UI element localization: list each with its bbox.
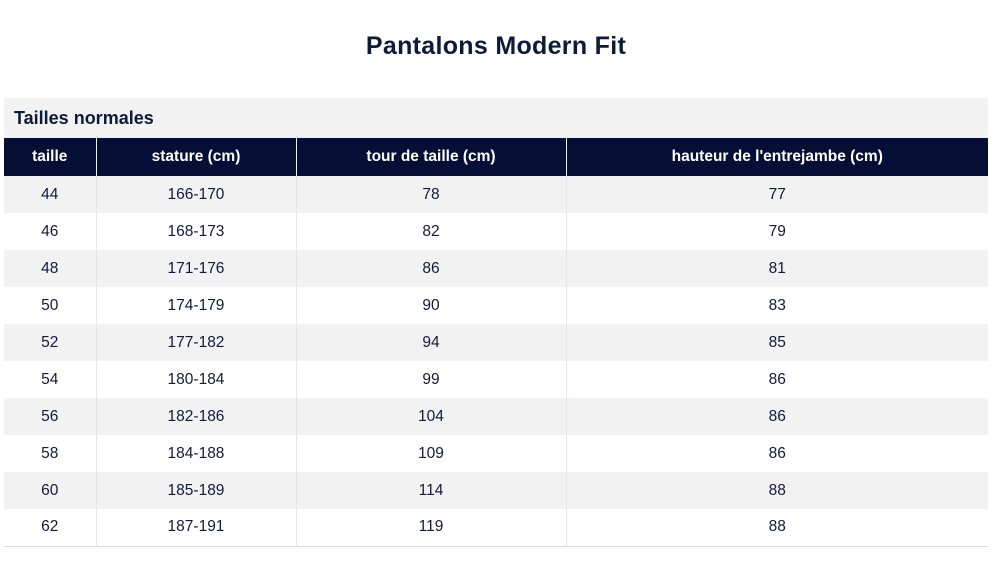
section-heading: Tailles normales: [4, 98, 988, 138]
cell-tour-de-taille: 119: [295, 509, 566, 546]
cell-stature: 168-173: [95, 213, 296, 250]
cell-stature: 182-186: [95, 398, 296, 435]
cell-entrejambe: 88: [565, 509, 988, 546]
cell-entrejambe: 86: [565, 361, 988, 398]
cell-taille: 56: [41, 407, 59, 425]
cell-taille: 48: [41, 259, 59, 277]
cell-tour-de-taille: 90: [295, 287, 566, 324]
table-row: 58 184-188 109 86: [4, 435, 988, 472]
cell-entrejambe: 86: [565, 398, 988, 435]
column-header-tour-de-taille: tour de taille (cm): [295, 138, 566, 176]
cell-stature: 171-176: [95, 250, 296, 287]
cell-tour-de-taille: 78: [295, 176, 566, 213]
header-row: taille stature (cm) tour de taille (cm) hau…: [4, 138, 988, 176]
page-title: Pantalons Modern Fit: [365, 32, 627, 60]
table-row: 48 171-176 86 81: [4, 250, 988, 287]
cell-tour-de-taille: 114: [295, 472, 566, 509]
cell-stature: 185-189: [95, 472, 296, 509]
cell-taille: 50: [41, 296, 59, 314]
cell-stature: 174-179: [95, 287, 296, 324]
cell-entrejambe: 85: [565, 324, 988, 361]
cell-tour-de-taille: 109: [295, 435, 566, 472]
cell-stature: 166-170: [95, 176, 296, 213]
table-row: 44 166-170 78 77: [4, 176, 988, 213]
cell-taille: 58: [41, 444, 59, 462]
cell-taille: 60: [41, 481, 59, 499]
cell-tour-de-taille: 104: [295, 398, 566, 435]
size-chart-page: Pantalons Modern Fit Tailles normales ta…: [4, 32, 988, 547]
cell-entrejambe: 83: [565, 287, 988, 324]
cell-tour-de-taille: 99: [295, 361, 566, 398]
table-row: 62 187-191 119 88: [4, 509, 988, 546]
cell-taille: 54: [41, 370, 59, 388]
cell-tour-de-taille: 82: [295, 213, 566, 250]
cell-taille: 52: [41, 333, 59, 351]
table-header: taille stature (cm) tour de taille (cm) hau…: [4, 138, 988, 176]
size-chart-container: Tailles normales taille stature (cm) tour …: [4, 98, 988, 547]
cell-taille: 44: [41, 185, 59, 203]
table-row: 52 177-182 94 85: [4, 324, 988, 361]
cell-tour-de-taille: 86: [295, 250, 566, 287]
cell-entrejambe: 77: [565, 176, 988, 213]
size-table: taille stature (cm) tour de taille (cm) hau…: [4, 138, 988, 547]
cell-stature: 184-188: [95, 435, 296, 472]
column-header-entrejambe: hauteur de l'entrejambe (cm): [565, 138, 988, 176]
table-row: 46 168-173 82 79: [4, 213, 988, 250]
table-row: 56 182-186 104 86: [4, 398, 988, 435]
table-body: 44 166-170 78 77 46 168-173 82 79 48 171-176 86 81 5…: [4, 176, 988, 546]
cell-entrejambe: 86: [565, 435, 988, 472]
cell-taille: 46: [41, 222, 59, 240]
cell-stature: 177-182: [95, 324, 296, 361]
cell-taille: 62: [41, 518, 59, 536]
table-row: 54 180-184 99 86: [4, 361, 988, 398]
column-header-taille: taille: [4, 138, 96, 176]
cell-tour-de-taille: 94: [295, 324, 566, 361]
cell-stature: 187-191: [95, 509, 296, 546]
table-row: 50 174-179 90 83: [4, 287, 988, 324]
cell-entrejambe: 79: [565, 213, 988, 250]
column-header-stature: stature (cm): [95, 138, 296, 176]
cell-stature: 180-184: [95, 361, 296, 398]
table-row: 60 185-189 114 88: [4, 472, 988, 509]
cell-entrejambe: 81: [565, 250, 988, 287]
cell-entrejambe: 88: [565, 472, 988, 509]
